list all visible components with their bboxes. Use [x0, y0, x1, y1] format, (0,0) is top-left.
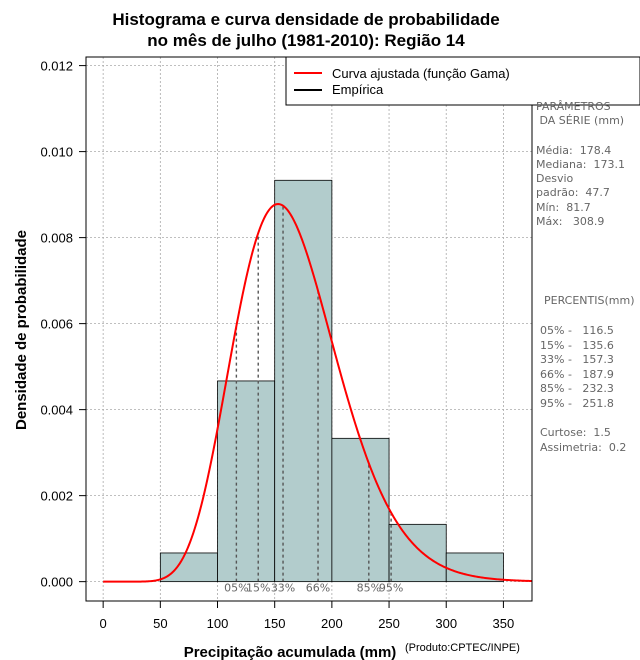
stat-desvio-2: padrão: 47.7 — [536, 186, 610, 199]
x-tick-label: 200 — [321, 616, 343, 631]
legend: Curva ajustada (função Gama) Empírica — [285, 56, 640, 106]
x-tick-label: 0 — [100, 616, 107, 631]
gamma-fit-curve — [103, 203, 532, 583]
y-tick-label: 0.000 — [40, 575, 73, 590]
stat-p95: 95% - 251.8 — [540, 397, 614, 410]
histogram-bar — [331, 437, 390, 583]
histogram-bar — [274, 179, 333, 583]
legend-label-empirical: Empírica — [332, 82, 384, 97]
x-axis-ticks: 0 50 100 150 200 250 300 350 — [100, 601, 515, 631]
percentis-title: PERCENTIS(mm) — [544, 294, 635, 307]
y-tick-label: 0.008 — [40, 231, 73, 246]
y-tick-label: 0.004 — [40, 403, 73, 418]
stat-media: Média: 178.4 — [536, 144, 611, 157]
x-tick-label: 150 — [264, 616, 286, 631]
histogram-bar — [159, 552, 218, 583]
stat-desvio-1: Desvio — [536, 172, 574, 185]
stat-max: Máx: 308.9 — [536, 215, 604, 228]
stats-panel: PARÂMETROS DA SÉRIE (mm) Média: 178.4 Me… — [536, 100, 635, 454]
percentile-label: 15% — [246, 582, 270, 595]
percentile-label: 66% — [306, 582, 330, 595]
stat-p33: 33% - 157.3 — [540, 353, 614, 366]
stat-p05: 05% - 116.5 — [540, 324, 614, 337]
percentile-label: 95% — [379, 582, 403, 595]
x-tick-label: 250 — [378, 616, 400, 631]
y-tick-label: 0.006 — [40, 317, 73, 332]
y-axis-label: Densidade de probabilidade — [13, 230, 30, 430]
histogram-bars — [159, 179, 504, 583]
histogram-bar — [217, 380, 276, 583]
legend-label-curve: Curva ajustada (função Gama) — [332, 66, 510, 81]
percentile-label: 85% — [357, 582, 381, 595]
histogram-bar — [388, 523, 447, 583]
y-tick-label: 0.012 — [40, 59, 73, 74]
chart-title-line-2: no mês de julho (1981-2010): Região 14 — [147, 31, 465, 50]
stat-p66: 66% - 187.9 — [540, 368, 614, 381]
y-axis-ticks: 0.000 0.002 0.004 0.006 0.008 0.010 0.012 — [40, 59, 86, 590]
params-title-2: DA SÉRIE (mm) — [536, 114, 624, 127]
product-credit: (Produto:CPTEC/INPE) — [405, 642, 520, 654]
y-tick-label: 0.010 — [40, 145, 73, 160]
percentile-label: 05% — [224, 582, 248, 595]
params-title-1: PARÂMETROS — [536, 100, 611, 113]
x-tick-label: 350 — [493, 616, 515, 631]
stat-curtose: Curtose: 1.5 — [540, 426, 611, 439]
percentile-labels: 05%15% 33% 66% 85%95% — [224, 582, 403, 595]
y-tick-label: 0.002 — [40, 489, 73, 504]
x-axis-label: Precipitação acumulada (mm) — [184, 644, 397, 660]
percentile-label: 33% — [271, 582, 295, 595]
stat-assimetria: Assimetria: 0.2 — [540, 441, 626, 454]
stat-min: Mín: 81.7 — [536, 201, 591, 214]
x-tick-label: 300 — [435, 616, 457, 631]
x-tick-label: 50 — [153, 616, 167, 631]
stat-mediana: Mediana: 173.1 — [536, 158, 625, 171]
x-tick-label: 100 — [207, 616, 229, 631]
stat-p15: 15% - 135.6 — [540, 339, 614, 352]
stat-p85: 85% - 232.3 — [540, 382, 614, 395]
legend-box — [285, 56, 640, 106]
percentile-lines — [235, 205, 392, 582]
chart-title-line-1: Histograma e curva densidade de probabil… — [112, 10, 499, 29]
